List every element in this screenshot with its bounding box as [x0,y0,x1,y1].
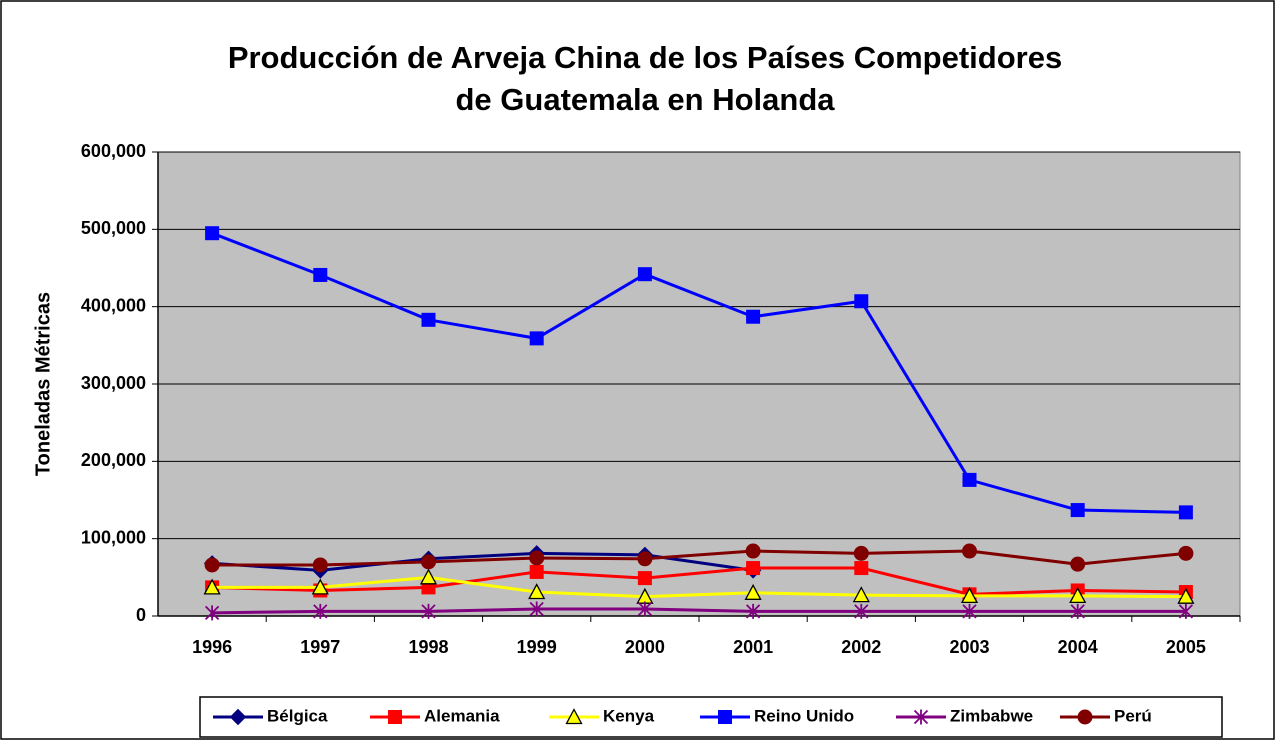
series-line [212,549,1187,567]
x-tick-label: 2004 [1058,637,1098,657]
data-point [529,564,544,579]
data-point [744,583,762,600]
legend-marker [229,708,247,726]
y-tick-label: 300,000 [81,373,146,393]
y-axis-label: Toneladas Métricas [32,292,54,476]
data-point [204,605,220,621]
data-point [1178,505,1193,520]
x-tick-label: 2003 [949,637,989,657]
x-tick-label: 2005 [1166,637,1206,657]
data-point [203,578,221,595]
legend-marker [388,710,402,724]
x-tick-label: 2000 [625,637,665,657]
data-point [313,267,328,282]
legend-label: Bélgica [267,706,328,725]
legend-marker [913,709,929,725]
y-tick-label: 500,000 [81,218,146,238]
y-tick-label: 100,000 [81,527,146,547]
data-point [854,603,869,619]
data-point [204,557,220,573]
x-tick-label: 2001 [733,637,773,657]
series-line [212,566,1186,596]
data-point [746,561,761,576]
data-point [637,571,652,586]
data-point [419,568,438,585]
y-tick-label: 200,000 [81,450,146,470]
data-point [637,267,652,282]
data-point [421,554,436,570]
chart-title: Producción de Arveja China de los Países… [228,40,1062,75]
data-point [746,309,761,324]
x-tick-label: 1999 [517,637,557,657]
chart-title: de Guatemala en Holanda [456,82,836,117]
data-point [745,603,761,619]
data-point [1177,587,1195,604]
data-point [311,578,329,595]
legend-label: Reino Unido [754,706,854,725]
data-point [637,551,653,567]
legend-marker [565,708,583,725]
y-tick-label: 0 [136,605,146,625]
legend-label: Perú [1114,706,1152,725]
data-point [205,226,220,241]
data-point [853,545,869,561]
data-point [421,603,436,619]
data-point [1070,503,1085,518]
data-point [637,601,653,617]
data-point [962,603,977,619]
data-point [962,543,977,559]
data-point [529,550,545,566]
legend-label: Zimbabwe [950,706,1033,725]
data-point [854,294,869,309]
y-tick-label: 600,000 [81,141,146,161]
legend-label: Kenya [603,706,655,725]
x-tick-label: 1998 [408,637,448,657]
y-tick-label: 400,000 [81,295,146,315]
data-point [962,472,977,487]
data-point [1069,587,1087,604]
data-point [421,312,436,327]
x-tick-label: 1997 [300,637,340,657]
data-point [1070,556,1086,572]
data-point [529,331,544,346]
series-line [211,231,1186,514]
data-point [528,583,546,600]
data-point [529,601,544,617]
series-line [212,607,1186,615]
legend-marker [1077,709,1093,725]
data-point [852,586,870,603]
series-line [212,575,1186,599]
data-point [313,603,328,619]
data-point [854,561,869,576]
legend-label: Alemania [424,706,500,725]
data-point [745,543,761,559]
x-tick-label: 1996 [192,637,232,657]
legend-marker [718,710,732,724]
data-point [960,587,979,604]
x-tick-label: 2002 [841,637,881,657]
data-point [1070,603,1085,619]
data-point [1178,603,1194,619]
data-point [312,557,328,573]
data-point [1178,545,1194,561]
